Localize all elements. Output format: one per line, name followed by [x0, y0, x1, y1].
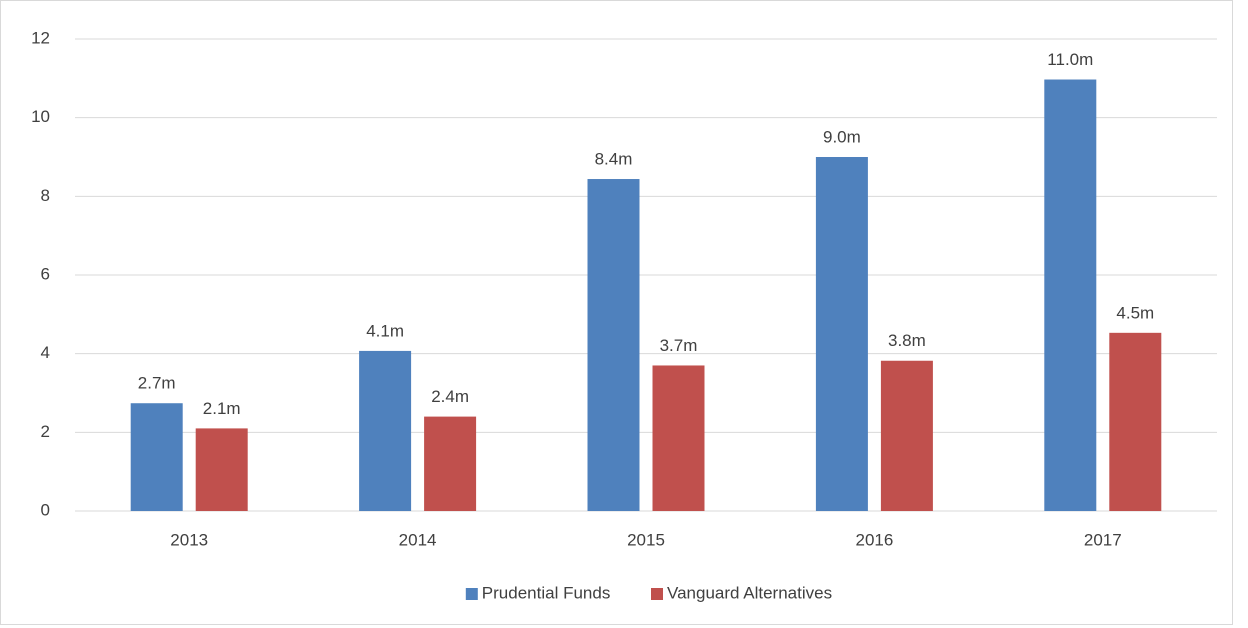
x-tick-label: 2017	[1084, 530, 1122, 549]
x-tick-label: 2015	[627, 530, 665, 549]
data-label: 8.4m	[595, 150, 633, 169]
bar	[424, 416, 477, 511]
y-tick-label: 4	[41, 343, 50, 362]
bar	[587, 179, 640, 511]
data-label: 9.0m	[823, 127, 861, 146]
y-tick-label: 8	[41, 186, 50, 205]
x-tick-label: 2013	[170, 530, 208, 549]
data-label: 11.0m	[1047, 50, 1093, 69]
y-tick-label: 12	[31, 28, 50, 47]
legend-label: Prudential Funds	[482, 583, 611, 602]
data-label: 2.4m	[431, 387, 469, 406]
legend-label: Vanguard Alternatives	[667, 583, 832, 602]
bar	[815, 157, 868, 511]
x-tick-label: 2014	[399, 530, 437, 549]
bar	[1044, 79, 1097, 511]
legend-swatch	[465, 588, 478, 600]
data-label: 3.8m	[888, 331, 926, 350]
data-label: 4.1m	[366, 321, 404, 340]
bar	[195, 428, 248, 511]
y-tick-label: 0	[41, 500, 50, 519]
legend-swatch	[651, 588, 663, 600]
data-label: 4.5m	[1116, 303, 1154, 322]
data-label: 2.7m	[138, 374, 176, 393]
bar	[359, 350, 412, 511]
data-label: 3.7m	[660, 336, 698, 355]
bar	[880, 360, 933, 511]
bar	[652, 365, 705, 511]
x-tick-label: 2016	[855, 530, 893, 549]
bar	[130, 403, 183, 511]
y-tick-label: 10	[31, 107, 50, 126]
y-tick-label: 6	[41, 264, 50, 283]
bar	[1109, 332, 1162, 511]
data-label: 2.1m	[203, 399, 241, 418]
y-tick-label: 2	[41, 422, 50, 441]
